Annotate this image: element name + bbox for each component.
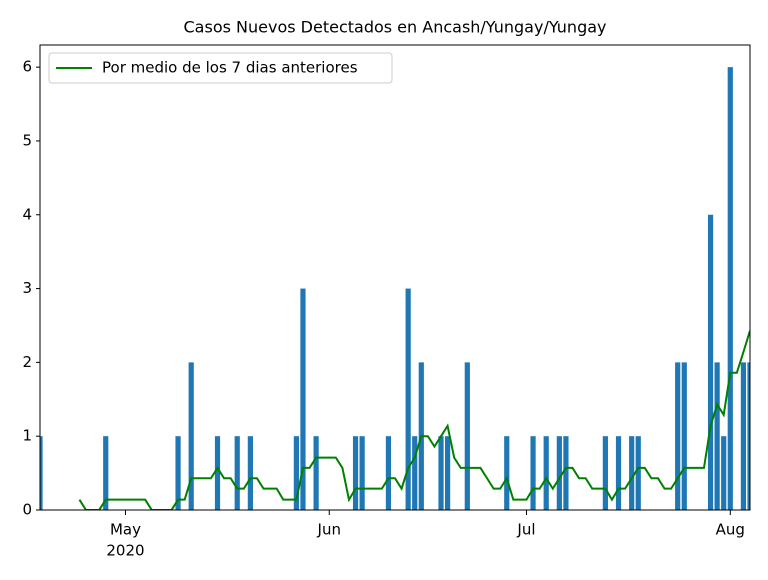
bar bbox=[412, 436, 418, 510]
y-tick-label: 5 bbox=[22, 131, 32, 149]
bar bbox=[234, 436, 240, 510]
bar bbox=[530, 436, 536, 510]
bar bbox=[740, 362, 747, 510]
chart-title: Casos Nuevos Detectados en Ancash/Yungay… bbox=[184, 18, 607, 37]
bar bbox=[543, 436, 549, 510]
bar bbox=[293, 436, 299, 510]
x-year-label: 2020 bbox=[106, 542, 144, 560]
bar bbox=[721, 436, 727, 510]
bar bbox=[727, 67, 733, 510]
bar bbox=[602, 436, 608, 510]
y-tick-label: 1 bbox=[22, 427, 32, 445]
y-tick-label: 6 bbox=[22, 58, 32, 76]
bar bbox=[444, 436, 451, 510]
legend-box bbox=[48, 52, 393, 84]
bar bbox=[707, 214, 714, 510]
bar bbox=[556, 436, 562, 510]
bar bbox=[40, 436, 43, 510]
bar bbox=[464, 362, 470, 510]
x-tick-label: May bbox=[110, 521, 141, 539]
axes-frame bbox=[39, 44, 751, 511]
bar bbox=[629, 436, 635, 510]
x-tick-label: Jul bbox=[516, 521, 535, 539]
bar bbox=[247, 436, 253, 510]
y-tick-label: 3 bbox=[22, 279, 32, 297]
y-tick-label: 0 bbox=[22, 501, 32, 519]
bar bbox=[563, 436, 569, 510]
x-tick-label: Aug bbox=[716, 521, 745, 539]
bar bbox=[359, 436, 365, 510]
bar bbox=[300, 288, 306, 510]
x-tick-label: Jun bbox=[317, 521, 341, 539]
y-tick-label: 2 bbox=[22, 353, 32, 371]
bar bbox=[681, 362, 687, 510]
y-tick-label: 4 bbox=[22, 205, 32, 223]
bar bbox=[635, 436, 641, 510]
bar bbox=[313, 436, 319, 510]
bar bbox=[747, 362, 750, 510]
bar bbox=[504, 436, 510, 510]
legend-label: Por medio de los 7 dias anteriores bbox=[102, 59, 358, 77]
bar bbox=[714, 362, 720, 510]
plot-area bbox=[40, 67, 750, 510]
bar bbox=[405, 288, 411, 510]
bar bbox=[103, 436, 109, 510]
bar bbox=[352, 436, 359, 510]
line bbox=[78, 330, 750, 510]
bar bbox=[175, 436, 181, 510]
bar bbox=[615, 436, 622, 510]
bar bbox=[214, 436, 221, 510]
bar bbox=[675, 362, 681, 510]
bar bbox=[385, 436, 392, 510]
bar bbox=[188, 362, 194, 510]
bar bbox=[438, 436, 444, 510]
